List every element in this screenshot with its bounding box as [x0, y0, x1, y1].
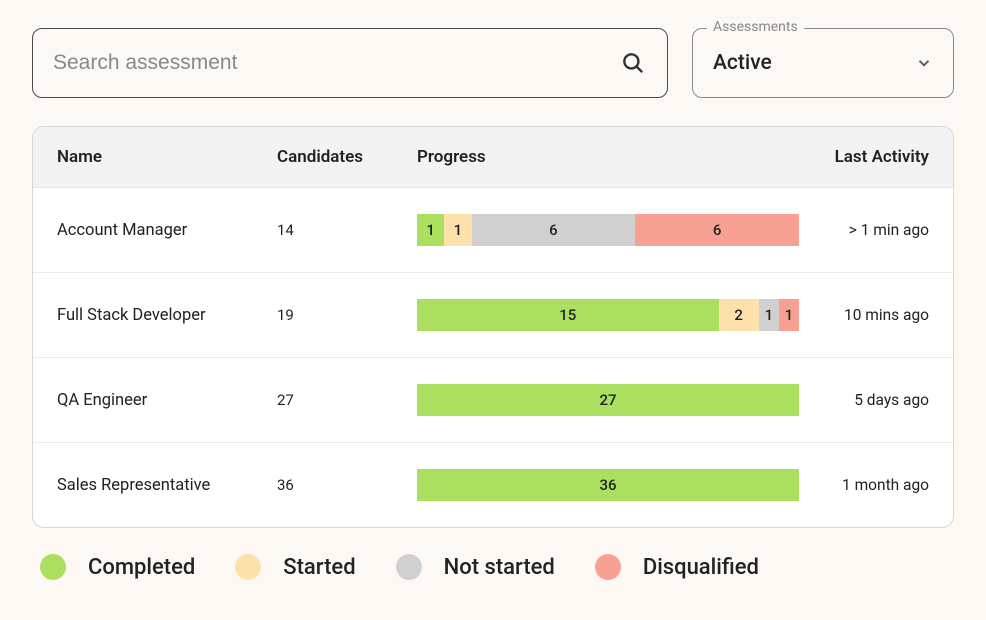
- cell-progress: 36: [417, 469, 799, 501]
- progress-segment-disqualified: 6: [635, 214, 799, 246]
- progress-segment-not_started: 6: [472, 214, 636, 246]
- progress-segment-not_started: 1: [759, 299, 779, 331]
- column-header-last-activity: Last Activity: [799, 147, 929, 167]
- progress-segment-completed: 27: [417, 384, 799, 416]
- cell-name: Account Manager: [57, 221, 277, 240]
- cell-candidates: 19: [277, 306, 417, 324]
- table-row[interactable]: QA Engineer27275 days ago: [33, 357, 953, 442]
- cell-last-activity: 10 mins ago: [799, 306, 929, 324]
- legend-label: Started: [283, 555, 355, 580]
- progress-legend: Completed Started Not started Disqualified: [32, 554, 954, 580]
- search-input[interactable]: [53, 51, 619, 75]
- cell-progress: 15211: [417, 299, 799, 331]
- chevron-down-icon: [915, 54, 933, 72]
- column-header-candidates: Candidates: [277, 147, 417, 167]
- assessments-table: Name Candidates Progress Last Activity A…: [32, 126, 954, 528]
- assessments-filter-dropdown[interactable]: Assessments Active: [692, 28, 954, 98]
- legend-item-completed: Completed: [40, 554, 195, 580]
- search-field[interactable]: [32, 28, 668, 98]
- legend-label: Completed: [88, 555, 195, 580]
- cell-candidates: 36: [277, 476, 417, 494]
- legend-item-not_started: Not started: [396, 554, 555, 580]
- table-row[interactable]: Full Stack Developer191521110 mins ago: [33, 272, 953, 357]
- table-body: Account Manager141166> 1 min agoFull Sta…: [33, 188, 953, 527]
- progress-segment-completed: 15: [417, 299, 719, 331]
- progress-segment-disqualified: 1: [779, 299, 799, 331]
- search-icon[interactable]: [619, 49, 647, 77]
- legend-swatch: [235, 554, 261, 580]
- progress-bar: 27: [417, 384, 799, 416]
- cell-candidates: 27: [277, 391, 417, 409]
- column-header-progress: Progress: [417, 147, 799, 167]
- cell-last-activity: 1 month ago: [799, 476, 929, 494]
- progress-segment-started: 1: [444, 214, 471, 246]
- legend-label: Disqualified: [643, 555, 759, 580]
- cell-last-activity: 5 days ago: [799, 391, 929, 409]
- progress-bar: 15211: [417, 299, 799, 331]
- cell-progress: 1166: [417, 214, 799, 246]
- filter-bar: Assessments Active: [32, 28, 954, 98]
- progress-bar: 36: [417, 469, 799, 501]
- cell-name: QA Engineer: [57, 391, 277, 410]
- legend-swatch: [40, 554, 66, 580]
- table-row[interactable]: Sales Representative36361 month ago: [33, 442, 953, 527]
- table-row[interactable]: Account Manager141166> 1 min ago: [33, 188, 953, 272]
- progress-bar: 1166: [417, 214, 799, 246]
- cell-last-activity: > 1 min ago: [799, 221, 929, 239]
- legend-label: Not started: [444, 555, 555, 580]
- cell-name: Sales Representative: [57, 476, 277, 495]
- legend-item-disqualified: Disqualified: [595, 554, 759, 580]
- legend-swatch: [396, 554, 422, 580]
- table-header: Name Candidates Progress Last Activity: [33, 127, 953, 188]
- cell-candidates: 14: [277, 221, 417, 239]
- cell-progress: 27: [417, 384, 799, 416]
- legend-item-started: Started: [235, 554, 355, 580]
- dropdown-value: Active: [713, 51, 915, 75]
- progress-segment-completed: 1: [417, 214, 444, 246]
- cell-name: Full Stack Developer: [57, 306, 277, 325]
- progress-segment-completed: 36: [417, 469, 799, 501]
- column-header-name: Name: [57, 147, 277, 167]
- legend-swatch: [595, 554, 621, 580]
- dropdown-legend: Assessments: [707, 19, 804, 35]
- progress-segment-started: 2: [719, 299, 759, 331]
